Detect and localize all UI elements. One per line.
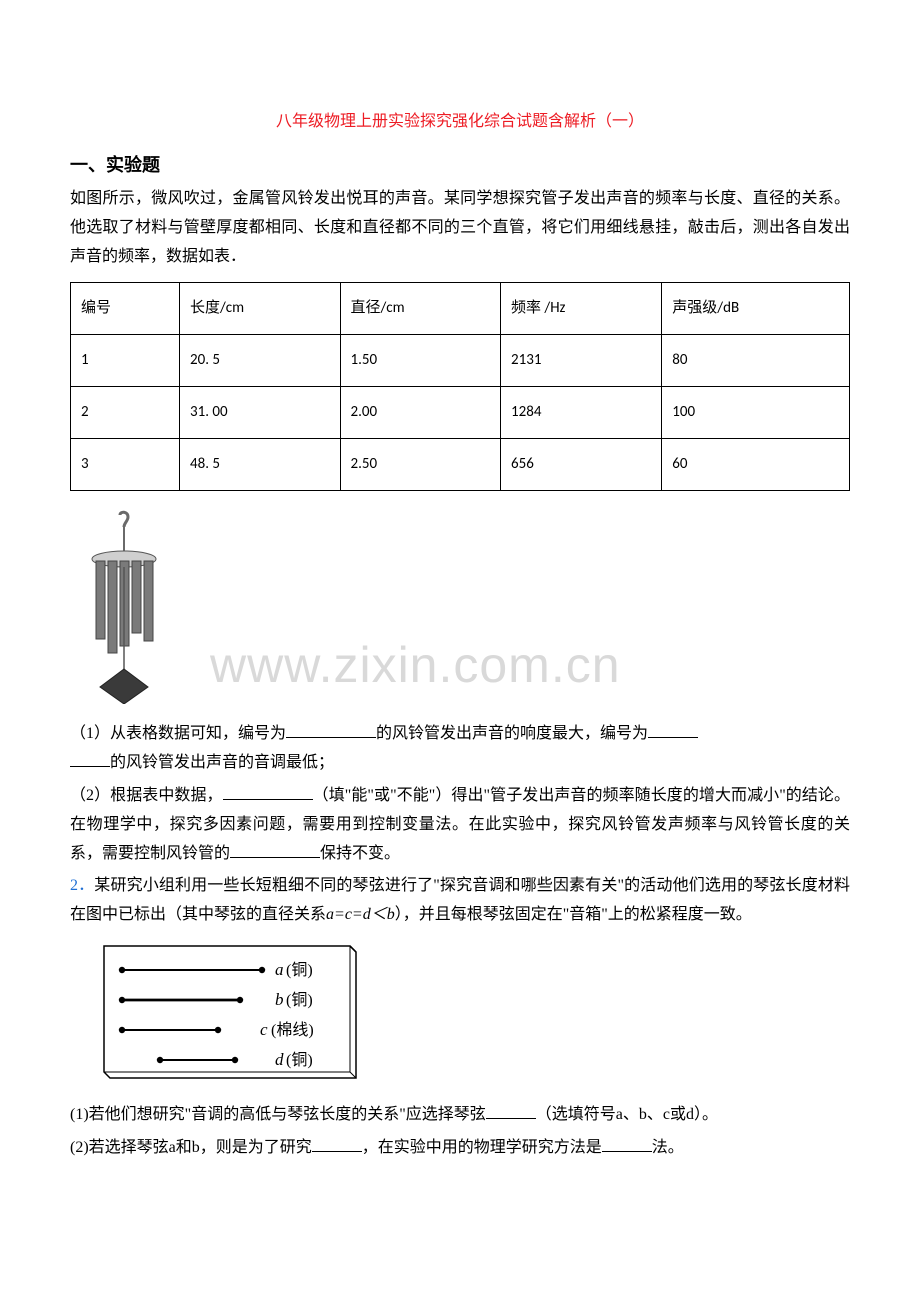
col-header: 编号 — [71, 282, 180, 334]
section-heading: 一、实验题 — [70, 149, 850, 181]
page-content: 八年级物理上册实验探究强化综合试题含解析（一） 一、实验题 如图所示，微风吹过，… — [70, 108, 850, 1162]
table-cell: 80 — [662, 334, 850, 386]
col-header: 直径/cm — [340, 282, 501, 334]
col-header: 频率 /Hz — [501, 282, 662, 334]
blank-fill[interactable] — [223, 782, 313, 800]
table-cell: 3 — [71, 438, 180, 490]
table-cell: 60 — [662, 438, 850, 490]
table-cell: 656 — [501, 438, 662, 490]
q2-p2-text-b: ，在实验中用的物理学研究方法是 — [362, 1139, 602, 1156]
svg-text:d: d — [275, 1050, 284, 1069]
q2-intro: 2．某研究小组利用一些长短粗细不同的琴弦进行了"探究音调和哪些因素有关"的活动他… — [70, 872, 850, 930]
table-cell: 20. 5 — [180, 334, 341, 386]
q2-part2: (2)若选择琴弦a和b，则是为了研究 ，在实验中用的物理学研究方法是 法。 — [70, 1134, 850, 1163]
strings-diagram: a(铜) b(铜) c(棉线) d(铜) — [100, 942, 360, 1082]
q2-p2-text-a: (2)若选择琴弦a和b，则是为了研究 — [70, 1139, 312, 1156]
table-header-row: 编号 长度/cm 直径/cm 频率 /Hz 声强级/dB — [71, 282, 850, 334]
document-title: 八年级物理上册实验探究强化综合试题含解析（一） — [70, 108, 850, 137]
table-cell: 31. 00 — [180, 386, 341, 438]
data-table: 编号 长度/cm 直径/cm 频率 /Hz 声强级/dB 1 20. 5 1.5… — [70, 282, 850, 491]
table-cell: 2131 — [501, 334, 662, 386]
q1-part2-text-a: （2）根据表中数据， — [70, 787, 223, 804]
intro-paragraph: 如图所示，微风吹过，金属管风铃发出悦耳的声音。某同学想探究管子发出声音的频率与长… — [70, 185, 850, 271]
table-cell: 1284 — [501, 386, 662, 438]
q1-part1: （1）从表格数据可知，编号为 的风铃管发出声音的响度最大，编号为 的风铃管发出声音… — [70, 720, 850, 778]
q1-part2-text-c: 保持不变。 — [320, 845, 400, 862]
q2-p1-text-b: （选填符号a、b、c或d）。 — [536, 1106, 718, 1123]
col-header: 声强级/dB — [662, 282, 850, 334]
q2-relation: a=c=d＜b — [326, 906, 395, 923]
question-number: 2． — [70, 877, 94, 894]
blank-fill[interactable] — [648, 721, 698, 739]
table-cell: 2 — [71, 386, 180, 438]
q1-part1-text-c: 的风铃管发出声音的音调最低； — [110, 754, 334, 771]
blank-fill[interactable] — [602, 1134, 652, 1152]
table-row: 2 31. 00 2.00 1284 100 — [71, 386, 850, 438]
q1-part1-text-b: 的风铃管发出声音的响度最大，编号为 — [376, 725, 648, 742]
blank-fill[interactable] — [286, 721, 376, 739]
q2-p1-text-a: (1)若他们想研究"音调的高低与琴弦长度的关系"应选择琴弦 — [70, 1106, 486, 1123]
q2-p2-text-c: 法。 — [652, 1139, 684, 1156]
table-row: 3 48. 5 2.50 656 60 — [71, 438, 850, 490]
svg-text:c: c — [260, 1020, 268, 1039]
q1-part2: （2）根据表中数据，（填"能"或"不能"）得出"管子发出声音的频率随长度的增大而… — [70, 782, 850, 868]
blank-fill[interactable] — [230, 840, 320, 858]
table-cell: 48. 5 — [180, 438, 341, 490]
svg-text:b: b — [275, 990, 284, 1009]
col-header: 长度/cm — [180, 282, 341, 334]
blank-fill[interactable] — [70, 750, 110, 768]
blank-fill[interactable] — [486, 1101, 536, 1119]
svg-text:a: a — [275, 960, 284, 979]
table-cell: 100 — [662, 386, 850, 438]
q2-intro-text-b: ），并且每根琴弦固定在"音箱"上的松紧程度一致。 — [395, 906, 752, 923]
table-cell: 2.50 — [340, 438, 501, 490]
q2-part1: (1)若他们想研究"音调的高低与琴弦长度的关系"应选择琴弦 （选填符号a、b、c或… — [70, 1101, 850, 1130]
table-cell: 1 — [71, 334, 180, 386]
wind-chime-icon — [70, 509, 180, 704]
svg-text:(铜): (铜) — [286, 991, 313, 1009]
table-cell: 2.00 — [340, 386, 501, 438]
table-row: 1 20. 5 1.50 2131 80 — [71, 334, 850, 386]
blank-fill[interactable] — [312, 1134, 362, 1152]
svg-text:(棉线): (棉线) — [271, 1021, 314, 1039]
svg-text:(铜): (铜) — [286, 961, 313, 979]
svg-text:(铜): (铜) — [286, 1051, 313, 1069]
q1-part1-text-a: （1）从表格数据可知，编号为 — [70, 725, 286, 742]
table-cell: 1.50 — [340, 334, 501, 386]
